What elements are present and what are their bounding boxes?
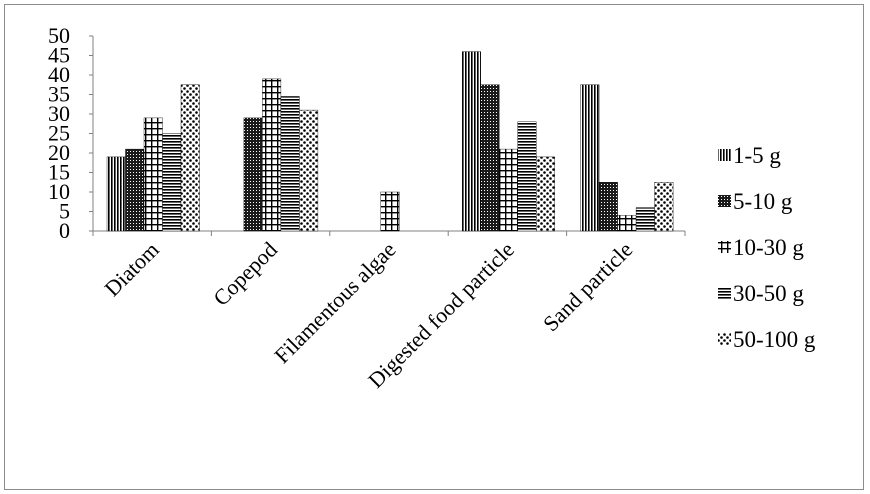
bar-10-30g-digested-food-particle: [499, 149, 518, 231]
legend-label: 10-30 g: [733, 235, 804, 260]
bar-5-10g-sand-particle: [599, 182, 618, 231]
bar-10-30g-sand-particle: [618, 215, 637, 231]
bar-5-10g-digested-food-particle: [481, 85, 500, 231]
bar-30-50g-digested-food-particle: [518, 122, 537, 231]
x-category-label: Sand particle: [538, 237, 637, 336]
legend-swatch: [718, 195, 731, 207]
chart-legend: 1-5 g 5-10 g 10-30 g 30-50 g 50-100 g: [718, 143, 816, 352]
legend-swatch: [718, 287, 731, 299]
bar-1-5g-sand-particle: [581, 85, 600, 231]
bar-10-30g-copepod: [262, 79, 281, 231]
bar-1-5g-diatom: [107, 157, 126, 231]
bar-5-10g-diatom: [126, 149, 145, 231]
bar-50-100g-diatom: [181, 85, 200, 231]
x-category-label: Copepod: [208, 237, 282, 311]
bar-30-50g-sand-particle: [636, 208, 655, 231]
bar-50-100g-sand-particle: [655, 182, 674, 231]
y-tick-label: 50: [48, 23, 70, 48]
bar-50-100g-copepod: [299, 110, 318, 231]
bar-5-10g-copepod: [244, 118, 263, 231]
legend-swatch: [718, 149, 731, 161]
bar-10-30g-diatom: [144, 118, 163, 231]
bar-50-100g-digested-food-particle: [536, 157, 555, 231]
x-category-label: Filamentous algae: [269, 237, 400, 368]
legend-swatch: [718, 333, 731, 345]
x-category-label: Diatom: [99, 237, 163, 301]
chart-bars: [107, 52, 673, 231]
bar-1-5g-digested-food-particle: [462, 52, 481, 231]
legend-swatch: [718, 241, 731, 253]
bar-30-50g-diatom: [163, 134, 182, 232]
legend-label: 1-5 g: [733, 143, 781, 168]
legend-label: 30-50 g: [733, 281, 804, 306]
bar-10-30g-filamentous-algae: [381, 192, 400, 231]
legend-label: 50-100 g: [733, 327, 816, 352]
bar-30-50g-copepod: [281, 96, 300, 231]
legend-label: 5-10 g: [733, 189, 793, 214]
